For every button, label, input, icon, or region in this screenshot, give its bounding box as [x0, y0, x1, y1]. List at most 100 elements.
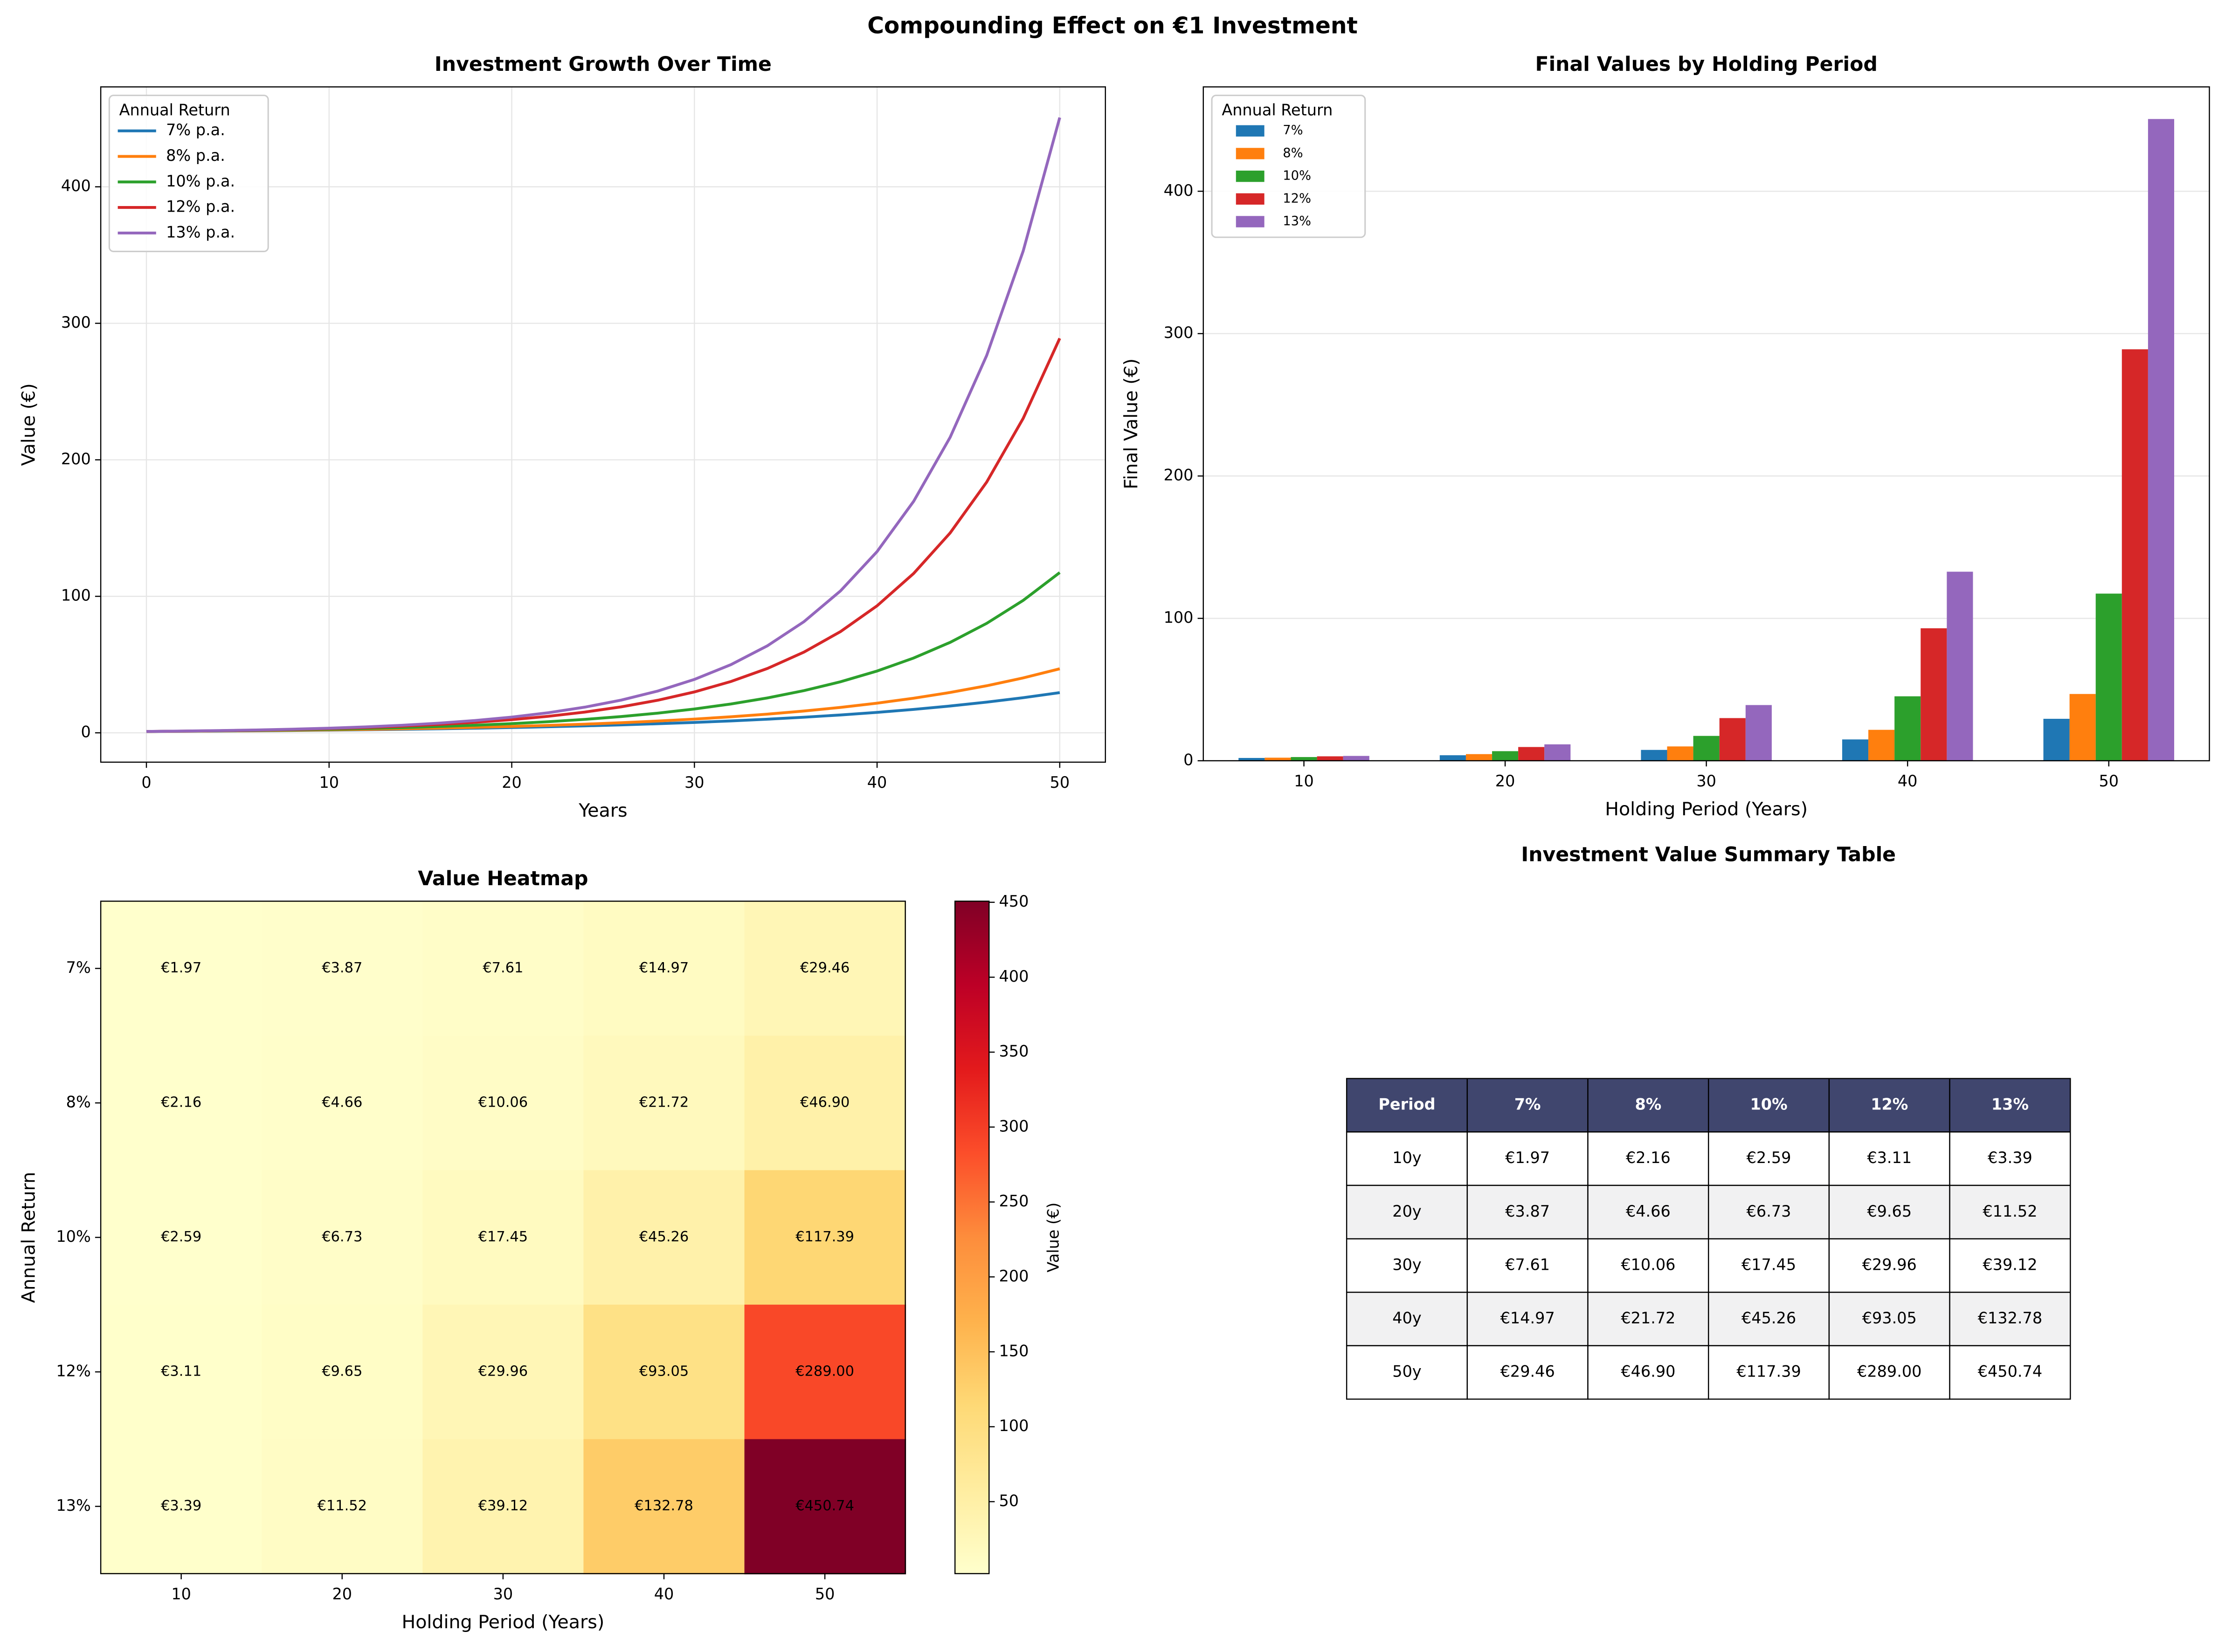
table-cell: [1949, 1131, 2071, 1186]
bar: [1317, 756, 1343, 761]
y-tick-label: 300: [61, 313, 91, 331]
header-cell: [1707, 1078, 1830, 1133]
cell-text: €4.66: [1626, 1202, 1671, 1220]
colorbar-tick-label: 200: [999, 1267, 1029, 1285]
x-tick-label: 40: [1898, 772, 1918, 790]
bar: [1693, 736, 1720, 761]
heatmap-cell: [262, 1304, 423, 1440]
header-text: 12%: [1871, 1095, 1908, 1114]
cell-label: €11.52: [318, 1498, 367, 1514]
cell-label: €3.87: [322, 960, 362, 976]
x-tick-label: 50: [2099, 772, 2119, 790]
colorbar-tick-label: 50: [999, 1492, 1019, 1510]
cell-text: €3.39: [1988, 1149, 2032, 1167]
line-series: [146, 117, 1061, 733]
y-tick-label: 10%: [56, 1227, 90, 1246]
heatmap-cell: [262, 1170, 423, 1306]
legend-label: 10% p.a.: [166, 172, 235, 190]
cell-label: €289.00: [795, 1363, 854, 1380]
bar: [2148, 119, 2175, 761]
cell-text: €3.11: [1867, 1149, 1912, 1167]
cell-text: €46.90: [1621, 1363, 1675, 1381]
cell-text: 50y: [1392, 1363, 1421, 1381]
cell-text: €2.59: [1747, 1149, 1791, 1167]
cell-label: €3.39: [161, 1498, 201, 1514]
bar: [1719, 718, 1746, 761]
table-cell: [1346, 1238, 1468, 1293]
y-tick-label: 12%: [56, 1362, 90, 1380]
cell-label: €132.78: [635, 1498, 693, 1514]
y-tick-label: 7%: [66, 958, 91, 977]
cell-label: €14.97: [639, 960, 689, 976]
header-cell: [1466, 1078, 1589, 1133]
chart-title: Final Values by Holding Period: [1535, 53, 1877, 76]
bar: [1667, 746, 1693, 761]
table-cell: [1346, 1184, 1468, 1239]
bar: [1265, 757, 1291, 761]
heatmap-cell: [583, 1439, 746, 1575]
bar: [1921, 628, 1947, 761]
bar: [1492, 751, 1519, 761]
table-cell: [1466, 1131, 1589, 1186]
bar: [1465, 754, 1493, 761]
bar: [1291, 757, 1317, 761]
bar: [2069, 694, 2096, 761]
heatmap-cell: [101, 1439, 263, 1575]
cell-label: €7.61: [483, 960, 523, 976]
table-cell: [1587, 1345, 1709, 1400]
legend-swatch: [1236, 170, 1265, 182]
heatmap-cell: [744, 1439, 906, 1575]
legend-label: 8%: [1283, 146, 1303, 160]
cell-label: €2.59: [161, 1229, 201, 1245]
header-text: 8%: [1635, 1095, 1661, 1114]
bar: [1947, 571, 1973, 761]
y-axis-label: Annual Return: [18, 1172, 39, 1303]
cell-label: €6.73: [322, 1229, 362, 1245]
cell-text: 40y: [1392, 1309, 1421, 1327]
colorbar-tick-label: 400: [999, 967, 1029, 985]
heatmap-cell: [422, 1170, 584, 1306]
x-axis-label: Holding Period (Years): [1605, 798, 1808, 820]
y-tick-label: 100: [61, 586, 91, 605]
cell-label: €2.16: [161, 1094, 201, 1111]
bar: [2043, 719, 2070, 761]
colorbar-tick-label: 250: [999, 1192, 1029, 1210]
bar: [2095, 593, 2122, 761]
heatmap-cell: [583, 1304, 746, 1440]
x-tick-label: 30: [1696, 772, 1716, 790]
cell-text: €132.78: [1978, 1309, 2042, 1327]
cell-text: €11.52: [1983, 1202, 2037, 1220]
y-axis-label: Final Value (€): [1120, 358, 1142, 489]
heatmap-cell: [583, 1035, 746, 1171]
legend-label: 10%: [1283, 169, 1311, 183]
y-tick-label: 0: [81, 723, 90, 741]
cell-text: €45.26: [1741, 1309, 1796, 1327]
cell-label: €9.65: [322, 1363, 362, 1380]
colorbar-tick-label: 100: [999, 1417, 1029, 1435]
cell-label: €46.90: [800, 1094, 850, 1111]
cell-text: €17.45: [1741, 1255, 1796, 1273]
y-tick-label: 100: [1164, 608, 1194, 626]
legend-label: 12% p.a.: [166, 198, 235, 216]
table-title: Investment Value Summary Table: [1521, 843, 1896, 866]
cell-label: €39.12: [478, 1498, 528, 1514]
table-cell: [1707, 1345, 1830, 1400]
legend-label: 13% p.a.: [166, 223, 235, 241]
header-cell: [1828, 1078, 1950, 1133]
x-axis-label: Years: [578, 800, 627, 821]
cell-label: €117.39: [795, 1229, 854, 1245]
bar: [1518, 747, 1545, 761]
table-cell: [1346, 1345, 1468, 1400]
header-text: 10%: [1750, 1095, 1788, 1114]
table-cell: [1949, 1345, 2071, 1400]
x-axis-label: Holding Period (Years): [401, 1611, 604, 1633]
x-tick-label: 40: [654, 1585, 674, 1603]
table-cell: [1587, 1131, 1709, 1186]
cell-label: €45.26: [639, 1229, 689, 1245]
cell-text: €14.97: [1500, 1309, 1555, 1327]
cell-text: €1.97: [1505, 1149, 1550, 1167]
cell-text: 20y: [1392, 1202, 1421, 1220]
cell-label: €93.05: [639, 1363, 689, 1380]
header-text: 7%: [1514, 1095, 1541, 1114]
